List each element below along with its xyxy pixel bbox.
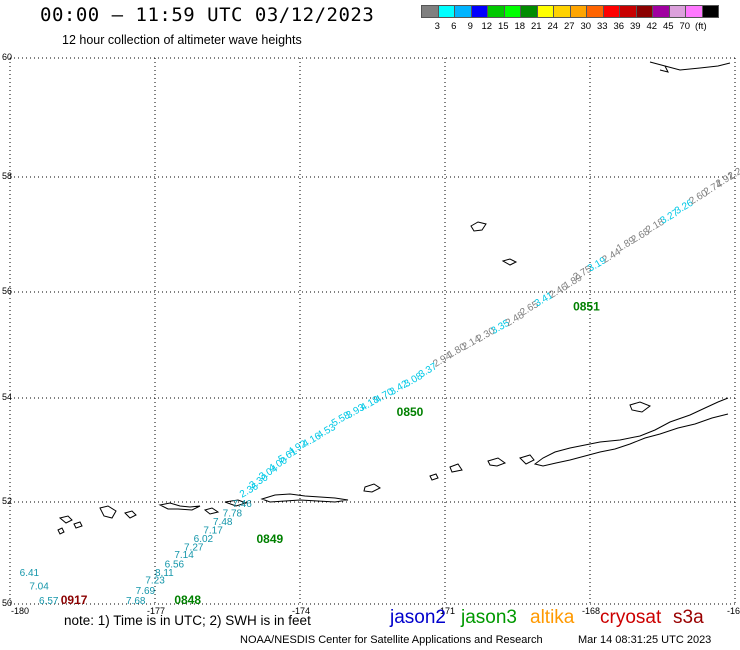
color-scale-unit: (ft) bbox=[695, 21, 707, 32]
color-scale-label: 24 bbox=[547, 21, 559, 32]
credit-line: NOAA/NESDIS Center for Satellite Applica… bbox=[240, 634, 543, 646]
lat-tick-label: 50 bbox=[2, 598, 12, 608]
map-grid: -180 -177 -174 -171 -168 -165 60 58 56 54 52 50 bbox=[2, 52, 740, 616]
lon-tick-label: -171 bbox=[437, 606, 455, 616]
wave-height-label: 7.04 bbox=[29, 582, 49, 593]
pass-time-label: 0849 bbox=[257, 532, 284, 546]
wave-height-label: 8.11 bbox=[155, 568, 174, 579]
lat-tick-label: 54 bbox=[2, 392, 12, 402]
color-scale-labels: 3 6 9 12 15 18 21 24 27 30 33 36 39 42 45 70 bbox=[429, 21, 693, 32]
color-scale-label: 9 bbox=[467, 21, 473, 32]
generated-timestamp: Mar 14 08:31:25 UTC 2023 bbox=[578, 634, 712, 646]
pass-time-label: 0850 bbox=[397, 405, 424, 419]
wave-height-label: 7.69 bbox=[136, 586, 156, 597]
wave-height-label: 6.56 bbox=[165, 559, 185, 570]
color-scale-label: 12 bbox=[481, 21, 493, 32]
wave-height-label: 7.68 bbox=[126, 596, 146, 607]
page-title: 00:00 – 11:59 UTC 03/12/2023 bbox=[40, 4, 375, 26]
footer-note: note: 1) Time is in UTC; 2) SWH is in fe… bbox=[64, 613, 311, 628]
wave-height-label: 6.02 bbox=[194, 534, 214, 545]
color-scale-label: 21 bbox=[530, 21, 542, 32]
page-subtitle: 12 hour collection of altimeter wave hei… bbox=[62, 33, 302, 47]
wave-height-label: 6.57 bbox=[39, 596, 59, 607]
color-scale-label: 70 bbox=[679, 21, 691, 32]
lon-tick-label: -180 bbox=[11, 606, 29, 616]
wave-height-color-scale: 3 6 9 12 15 18 21 24 27 30 33 36 39 42 45 70 (ft) bbox=[421, 5, 719, 32]
color-scale-label: 42 bbox=[646, 21, 658, 32]
wave-height-label: 7.27 bbox=[184, 542, 204, 553]
satellite-altika-label: altika bbox=[530, 607, 575, 628]
wave-height-label: 7.17 bbox=[203, 526, 223, 537]
lon-tick-label: -174 bbox=[292, 606, 310, 616]
altimeter-track-labels: 6.41 7.04 6.57 7.687.697.238.116.567.147.27… bbox=[20, 163, 740, 607]
color-scale-label: 45 bbox=[662, 21, 674, 32]
color-scale-label: 33 bbox=[596, 21, 608, 32]
lat-tick-label: 58 bbox=[2, 171, 12, 181]
color-scale-label: 39 bbox=[629, 21, 641, 32]
lat-tick-label: 56 bbox=[2, 286, 12, 296]
wave-height-label: 7.46 bbox=[232, 499, 252, 510]
pass-time-label: 0917 bbox=[61, 593, 88, 607]
color-scale-swatches bbox=[421, 5, 719, 18]
color-scale-label: 27 bbox=[563, 21, 575, 32]
lat-tick-label: 52 bbox=[2, 496, 12, 506]
lat-tick-label: 60 bbox=[2, 52, 12, 62]
wave-height-label: 7.14 bbox=[174, 550, 194, 561]
color-scale-label: 36 bbox=[613, 21, 625, 32]
lon-tick-label: -165 bbox=[727, 606, 740, 616]
coastline bbox=[57, 61, 731, 535]
color-scale-label: 15 bbox=[497, 21, 509, 32]
satellite-jason3-label: jason3 bbox=[461, 607, 517, 628]
pass-time-labels: 0917 0848 0849 0850 0851 bbox=[61, 300, 600, 607]
color-scale-label: 3 bbox=[434, 21, 440, 32]
satellite-jason2-label: jason2 bbox=[390, 607, 446, 628]
color-scale-label: 18 bbox=[514, 21, 526, 32]
lon-tick-label: -177 bbox=[147, 606, 165, 616]
wave-height-label: 7.23 bbox=[145, 576, 165, 587]
satellite-cryosat-label: cryosat bbox=[600, 607, 662, 628]
satellite-s3a-label: s3a bbox=[673, 607, 704, 628]
pass-time-label: 0848 bbox=[174, 593, 201, 607]
lon-tick-label: -168 bbox=[582, 606, 600, 616]
wave-height-label: 7.48 bbox=[213, 517, 233, 528]
color-scale-label: 6 bbox=[451, 21, 457, 32]
wave-height-label: 7.78 bbox=[223, 508, 243, 519]
wave-height-label: 6.41 bbox=[20, 568, 40, 579]
color-scale-label: 30 bbox=[580, 21, 592, 32]
color-swatch bbox=[701, 5, 719, 18]
pass-time-label: 0851 bbox=[573, 300, 600, 314]
